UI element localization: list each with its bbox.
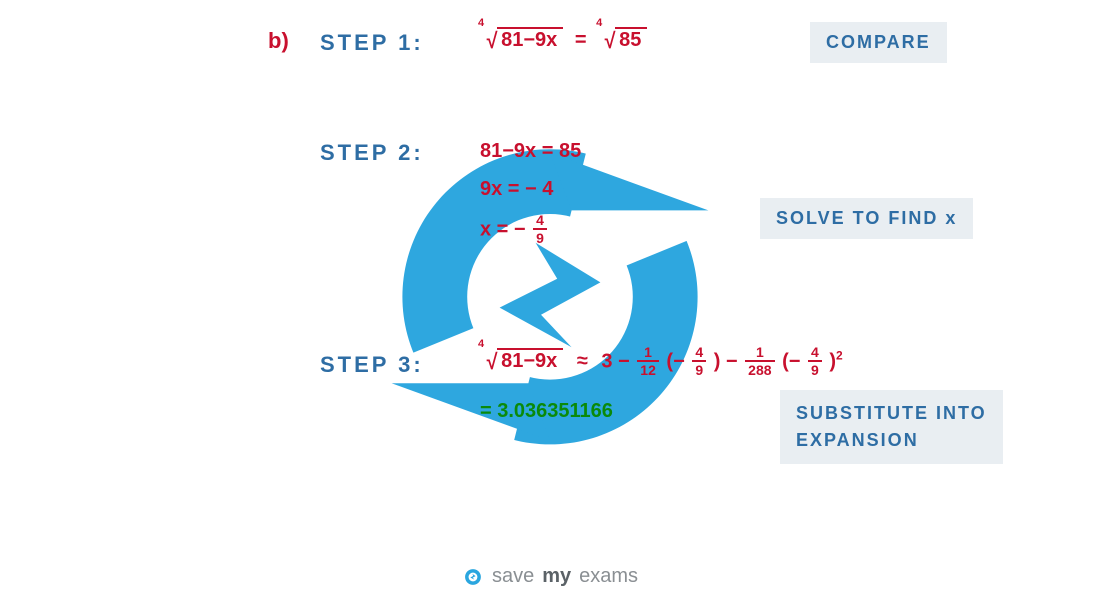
step-2-line-2: 9x = − 4 [480,178,553,201]
footer-word-exams: exams [579,565,638,588]
footer-word-my: my [542,565,571,588]
footer-brand: save my exams [462,565,638,588]
stage: b) STEP 1: 4 √81−9x = 4 √85 COMPARE STEP… [0,0,1100,607]
step-2-line-1: 81−9x = 85 [480,140,581,163]
note-compare: COMPARE [810,22,947,63]
step-1-expression: 4 √81−9x = 4 √85 [480,26,647,52]
root-index: 4 [478,338,484,350]
radicand: 81−9x [497,27,563,51]
radicand: 85 [615,27,647,51]
note-line: EXPANSION [796,427,987,454]
root-index: 4 [478,17,484,29]
step-2-line-3: x = − 4 9 [480,214,549,246]
step-3-result: = 3.036351166 [480,400,613,423]
step-3-expression: 4 √81−9x ≈ 3 − 1 12 (− 4 9 ) − 1 288 (− … [480,346,843,378]
note-substitute: SUBSTITUTE INTO EXPANSION [780,390,1003,464]
radicand: 81−9x [497,348,563,372]
step-1-label: STEP 1: [320,30,424,56]
footer-logo-icon [462,566,484,588]
step-2-label: STEP 2: [320,140,424,166]
root-index: 4 [596,17,602,29]
equals: = [575,29,587,51]
step-3-label: STEP 3: [320,352,424,378]
note-line: SUBSTITUTE INTO [796,400,987,427]
part-label: b) [268,28,289,54]
note-solve: SOLVE TO FIND x [760,198,973,239]
footer-word-save: save [492,565,534,588]
